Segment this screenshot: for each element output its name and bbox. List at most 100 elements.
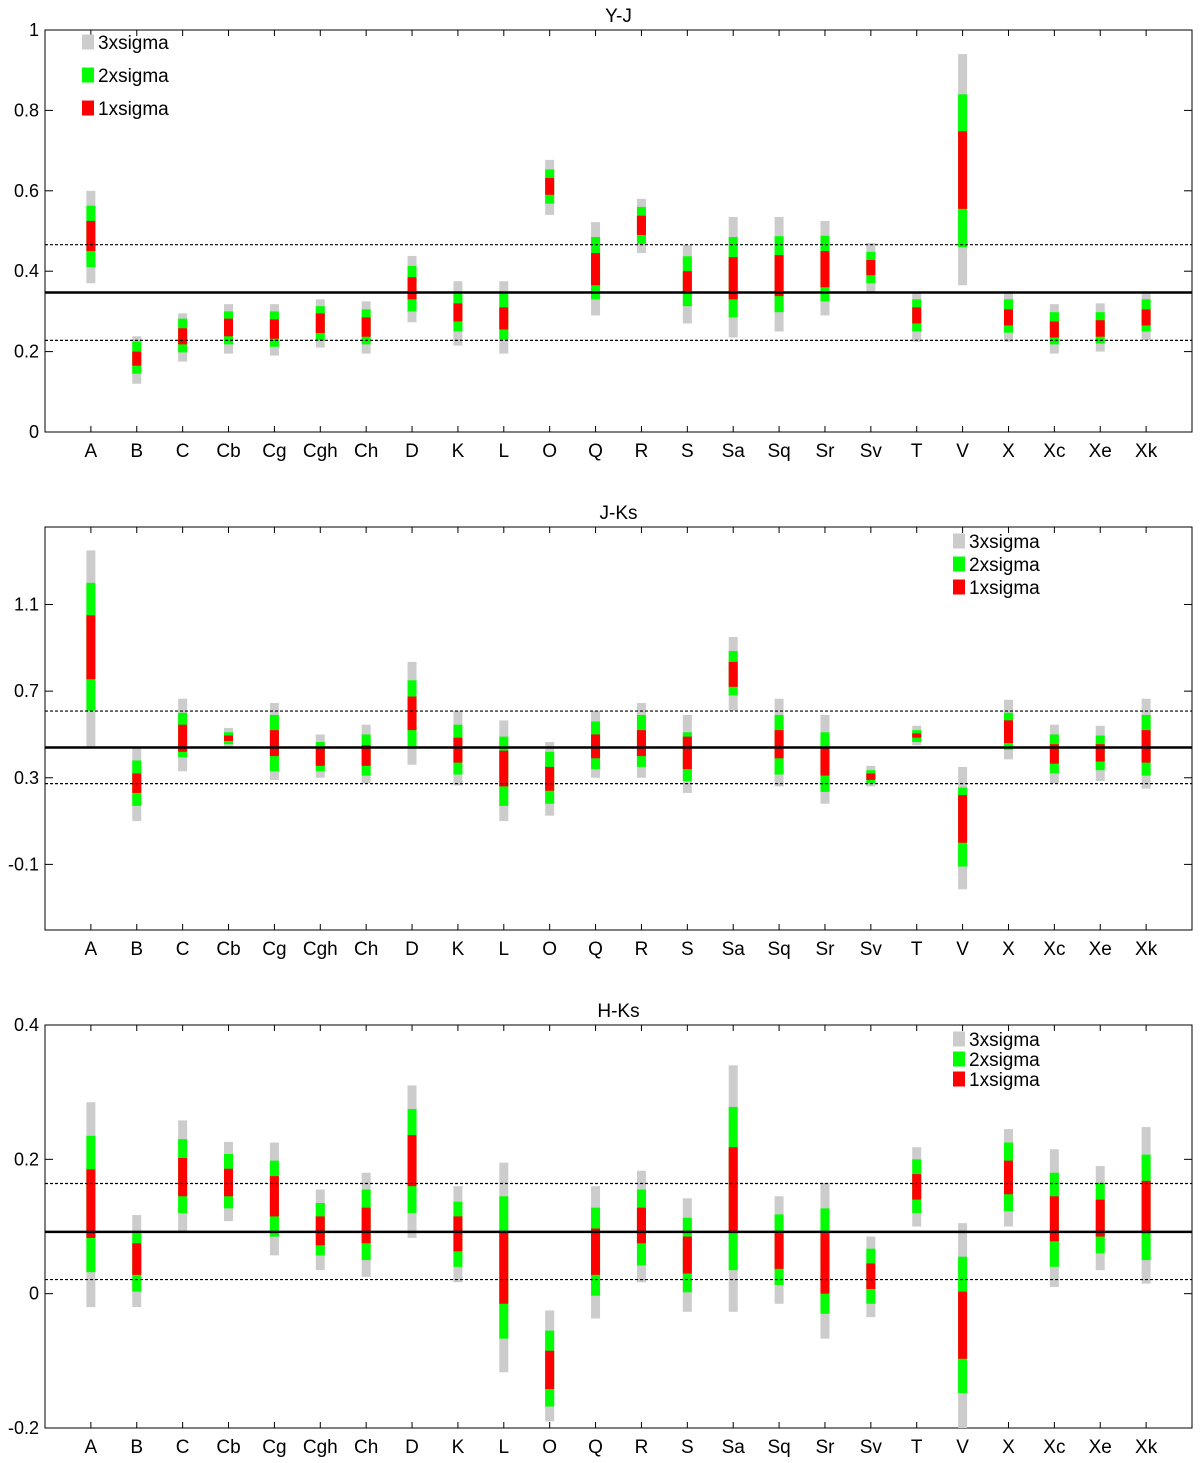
x-tick-label: Xc: [1043, 1437, 1065, 1458]
sigma1-bar: [269, 319, 279, 339]
legend-swatch: [953, 533, 965, 549]
sigma1-bar: [774, 1233, 784, 1269]
sigma1-bar: [86, 1169, 96, 1238]
sigma1-bar: [636, 730, 646, 757]
x-tick-label: D: [405, 939, 419, 960]
sigma1-bar: [728, 661, 738, 687]
sigma1-bar: [132, 351, 142, 366]
y-tick-label: -0.2: [8, 1418, 39, 1438]
legend-label: 2xsigma: [969, 1050, 1040, 1071]
x-tick-label: Sv: [860, 441, 883, 462]
x-tick-label: X: [1002, 1437, 1015, 1458]
sigma1-bar: [224, 318, 234, 337]
x-tick-label: Cgh: [303, 939, 338, 960]
sigma1-bar: [866, 259, 876, 276]
sigma1-bar: [361, 1207, 371, 1244]
x-tick-label: Xk: [1135, 441, 1158, 462]
sigma1-bar: [682, 1236, 692, 1274]
x-tick-label: Ch: [354, 441, 378, 462]
sigma1-bar: [636, 215, 646, 236]
x-tick-label: S: [681, 1437, 694, 1458]
x-tick-label: Q: [588, 939, 603, 960]
y-tick-label: 0.4: [14, 261, 39, 281]
legend-swatch: [953, 1031, 965, 1047]
sigma1-bar: [774, 730, 784, 759]
legend-swatch: [953, 579, 965, 595]
plot-frame: [44, 526, 1193, 931]
sigma1-bar: [591, 1228, 601, 1275]
plot-frame: [44, 1024, 1193, 1429]
legend-swatch: [82, 67, 94, 83]
x-tick-label: S: [681, 939, 694, 960]
y-tick-label: 0: [29, 1284, 39, 1304]
legend-label: 1xsigma: [969, 1070, 1040, 1091]
plot-frame: [44, 29, 1193, 433]
sigma1-bar: [1095, 744, 1105, 762]
legend-label: 1xsigma: [98, 99, 169, 120]
sigma1-bar: [315, 747, 325, 766]
sigma1-bar: [728, 257, 738, 300]
sigma1-bar: [912, 1174, 922, 1200]
x-tick-label: Xk: [1135, 1437, 1158, 1458]
sigma1-bar: [591, 253, 601, 286]
x-tick-label: X: [1002, 441, 1015, 462]
sigma1-bar: [728, 1147, 738, 1232]
x-tick-label: Cb: [216, 441, 240, 462]
y-tick-label: 0.7: [14, 681, 39, 701]
sigma1-bar: [636, 1207, 646, 1244]
sigma1-bar: [545, 1350, 555, 1390]
sigma1-bar: [545, 177, 555, 195]
sigma1-bar: [820, 1233, 830, 1294]
x-tick-label: C: [176, 441, 190, 462]
y-tick-label: 0.4: [14, 1015, 39, 1035]
sigma1-bar: [1049, 744, 1059, 764]
y-tick-label: 0.3: [14, 768, 39, 788]
x-tick-label: Xe: [1089, 441, 1112, 462]
legend-swatch: [953, 556, 965, 572]
x-tick-label: L: [499, 1437, 510, 1458]
x-tick-label: V: [956, 1437, 969, 1458]
sigma1-bar: [1003, 1160, 1013, 1195]
x-tick-label: Cg: [262, 939, 286, 960]
x-tick-label: Xe: [1089, 1437, 1112, 1458]
sigma1-bar: [1095, 1199, 1105, 1237]
y-tick-label: 0: [29, 422, 39, 442]
x-tick-label: Cb: [216, 1437, 240, 1458]
x-tick-label: Sq: [767, 1437, 790, 1458]
y-tick-label: 0.8: [14, 100, 39, 120]
x-tick-label: Cgh: [303, 441, 338, 462]
sigma1-bar: [453, 1216, 463, 1252]
sigma1-bar: [682, 271, 692, 294]
x-tick-label: O: [542, 441, 557, 462]
x-tick-label: A: [85, 939, 98, 960]
sigma1-bar: [958, 795, 968, 843]
sigma1-bar: [1141, 309, 1151, 326]
x-tick-label: Sq: [767, 441, 790, 462]
sigma1-bar: [453, 737, 463, 763]
x-tick-label: D: [405, 441, 419, 462]
legend-label: 3xsigma: [969, 1030, 1040, 1051]
x-tick-label: T: [911, 441, 923, 462]
sigma1-bar: [499, 750, 509, 787]
sigma1-bar: [269, 730, 279, 757]
sigma1-bar: [178, 328, 188, 345]
x-tick-label: L: [499, 441, 510, 462]
sigma1-bar: [407, 696, 417, 731]
x-tick-label: Sv: [860, 939, 883, 960]
x-tick-label: C: [176, 939, 190, 960]
sigma1-bar: [820, 747, 830, 776]
x-tick-label: Sa: [722, 939, 746, 960]
sigma1-bar: [1095, 320, 1105, 337]
x-tick-label: Xk: [1135, 939, 1158, 960]
x-tick-label: A: [85, 1437, 98, 1458]
chart-panel-h-ks: H-Ks -0.2 0 0.2 0.4 A B C Cb Cg Cgh Ch D K L O Q R S Sa Sq Sr…: [8, 1001, 1193, 1458]
x-tick-label: B: [130, 939, 143, 960]
chart-panel-y-j: Y-J 0 0.2 0.4 0.6 0.8 1 A B C Cb Cg Cgh Ch D K L O Q R S Sa Sq…: [14, 6, 1193, 462]
x-tick-label: Sa: [722, 441, 746, 462]
x-tick-label: Cg: [262, 1437, 286, 1458]
x-tick-label: Q: [588, 1437, 603, 1458]
y-tick-label: 0.2: [14, 1149, 39, 1169]
chart-title: J-Ks: [600, 503, 638, 524]
